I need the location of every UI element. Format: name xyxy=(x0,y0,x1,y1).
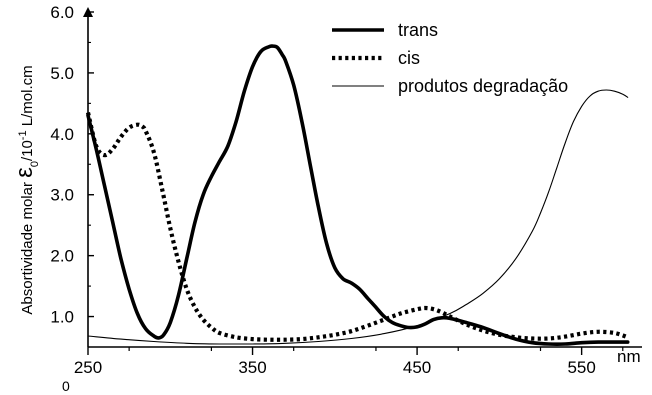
y-axis-label-unit: L/mol.cm xyxy=(19,65,36,130)
y-tick-label: 1.0 xyxy=(50,308,74,327)
series-line-2 xyxy=(85,111,629,342)
y-axis-label-prefix: Absortividade molar xyxy=(19,178,36,315)
legend-label-2: cis xyxy=(398,48,420,68)
legend-label-1: trans xyxy=(398,20,438,40)
series-line-3 xyxy=(87,89,629,345)
y-axis-label-slash: /10 xyxy=(19,140,36,161)
x-axis-label: nm xyxy=(617,347,641,366)
origin-label: 0 xyxy=(62,378,70,394)
y-tick-label: 3.0 xyxy=(50,186,74,205)
y-axis-label: Absortividade molar ε0/10-1 L/mol.cm xyxy=(11,65,41,314)
y-axis-label-subscript: 0 xyxy=(29,161,41,167)
y-tick-label: 2.0 xyxy=(50,247,74,266)
x-tick-label: 250 xyxy=(74,358,102,377)
y-axis-label-superscript: -1 xyxy=(17,130,29,140)
x-tick-label: 450 xyxy=(403,358,431,377)
legend-label-3: produtos degradação xyxy=(398,76,568,96)
x-tick-label: 350 xyxy=(238,358,266,377)
y-tick-label: 4.0 xyxy=(50,125,74,144)
series-layer xyxy=(85,44,630,346)
series-line-1 xyxy=(86,44,630,346)
y-axis-label-epsilon: ε xyxy=(11,167,38,178)
legend: trans cis produtos degradação xyxy=(332,20,568,96)
ticks-layer: 250 350 450 550 1.0 2.0 3.0 4.0 5.0 6.0 xyxy=(50,3,624,377)
y-tick-label: 6.0 xyxy=(50,3,74,22)
x-tick-label: 550 xyxy=(567,358,595,377)
y-tick-label: 5.0 xyxy=(50,64,74,83)
